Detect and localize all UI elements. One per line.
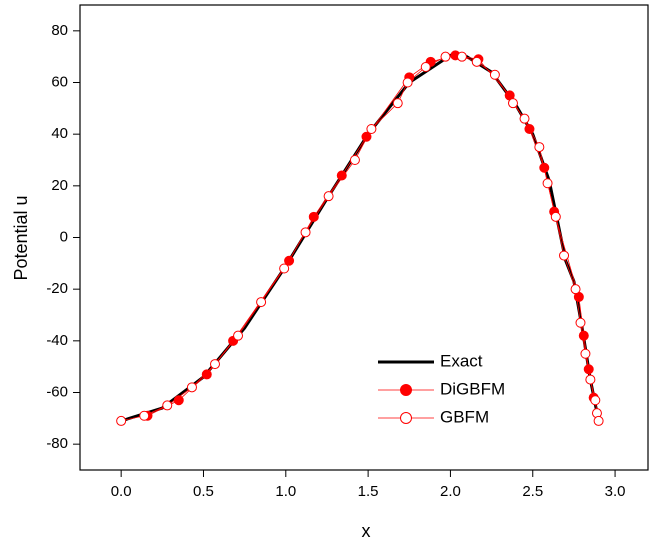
x-tick-label: 1.5 [358,483,379,500]
y-tick-label: 0 [60,228,68,245]
marker [575,317,586,328]
marker [420,62,431,72]
legend-marker [400,384,412,396]
x-axis-title: x [362,521,371,541]
marker [323,191,334,202]
marker [233,330,244,341]
marker [583,364,594,375]
marker [336,170,347,181]
legend-marker [400,412,412,424]
marker [162,400,173,411]
y-tick-label: 20 [51,177,68,194]
marker [308,211,319,222]
x-tick-label: 3.0 [605,483,626,500]
x-tick-label: 2.0 [440,483,461,500]
marker [361,131,372,142]
y-tick-label: 60 [51,73,68,90]
marker [559,250,570,261]
marker [366,124,377,134]
series-line [121,56,600,422]
y-axis-title: Potential u [11,195,31,280]
marker [585,374,596,385]
marker [578,330,589,341]
marker [550,211,561,222]
legend-label: GBFM [440,407,489,426]
marker [593,415,604,426]
marker [116,415,127,426]
marker [256,297,267,308]
marker [590,395,601,406]
marker [440,51,451,62]
marker [402,77,413,88]
marker [507,98,518,109]
marker [186,382,197,393]
plot-frame [79,4,649,471]
x-tick-label: 0.0 [111,483,132,500]
y-tick-label: -80 [46,435,68,452]
marker [471,56,482,67]
y-tick-label: -20 [46,280,68,297]
y-tick-label: 80 [51,22,68,39]
legend-label: Exact [440,351,483,370]
marker [542,178,553,189]
marker [534,142,545,153]
y-tick-label: -60 [46,383,68,400]
marker [489,69,500,80]
marker [392,98,403,109]
x-tick-label: 2.5 [522,483,543,500]
y-tick-label: -40 [46,332,68,349]
marker [349,155,360,165]
series-line [120,53,601,423]
marker [580,348,591,359]
x-tick-label: 0.5 [193,483,214,500]
x-tick-label: 1.0 [275,483,296,500]
marker [210,359,221,370]
y-tick-label: 40 [51,125,68,142]
marker [570,284,581,295]
marker [456,51,467,62]
marker [519,113,530,124]
marker [201,369,212,380]
marker [539,162,550,173]
marker [279,263,290,274]
legend-label: DiGBFM [440,379,505,398]
marker [139,410,150,421]
marker [173,395,184,406]
marker [300,227,311,238]
marker [524,124,535,134]
marker [284,255,295,266]
